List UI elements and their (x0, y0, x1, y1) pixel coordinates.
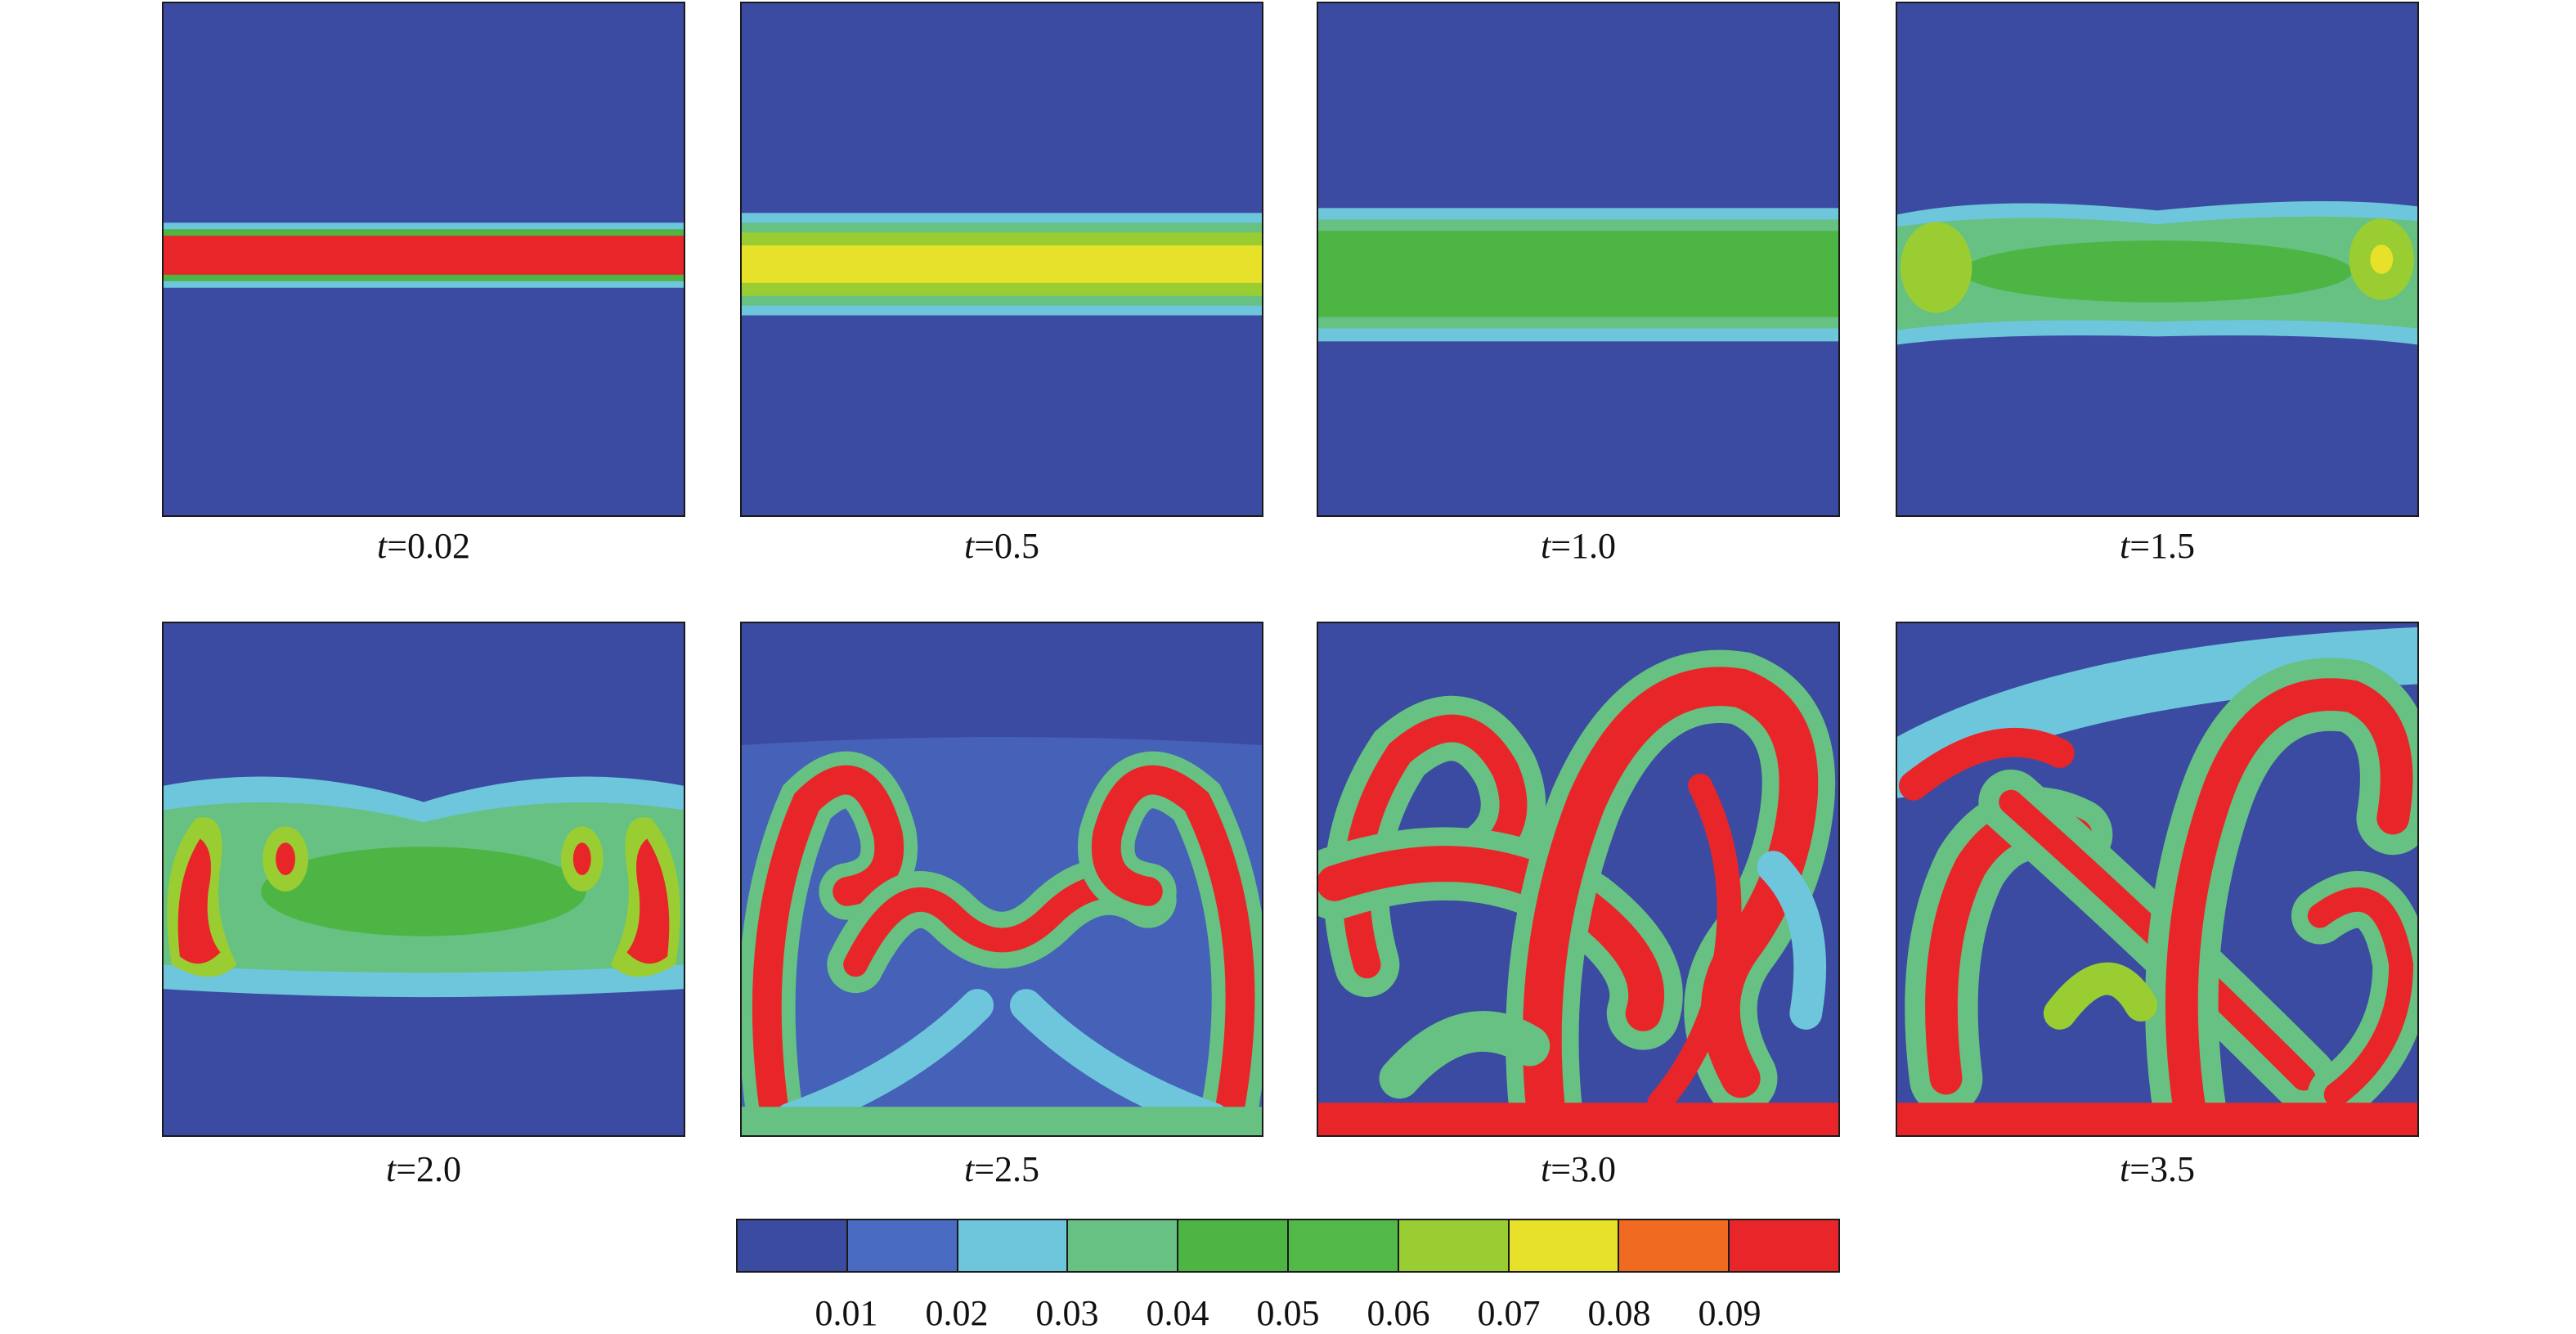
time-label-t-3-0: t=3.0 (1540, 1149, 1617, 1189)
colorbar-segment (1288, 1220, 1399, 1271)
colorbar-tick-label: 0.04 (1146, 1293, 1209, 1333)
colorbar-tick-label: 0.02 (925, 1293, 989, 1333)
time-label-t-1-5: t=1.5 (2119, 526, 2196, 566)
colorbar-segment (1509, 1220, 1620, 1271)
colorbar-segment (738, 1220, 848, 1271)
time-label-t-3-5: t=3.5 (2119, 1149, 2196, 1189)
time-label-t-2-0: t=2.0 (385, 1149, 462, 1189)
colorbar-tick-label: 0.08 (1587, 1293, 1651, 1333)
contour-panel-t-1-0 (1317, 2, 1840, 517)
colorbar-tick-label: 0.05 (1256, 1293, 1320, 1333)
contour-panel-t-2-0 (162, 622, 685, 1137)
colorbar-tick-label: 0.01 (815, 1293, 878, 1333)
colorbar-tick-label: 0.03 (1035, 1293, 1099, 1333)
contour-panel-t-3-5 (1896, 622, 2419, 1137)
colorbar-segment (1619, 1220, 1730, 1271)
contour-panel-t-1-5 (1896, 2, 2419, 517)
colorbar-segment (958, 1220, 1069, 1271)
time-label-t-2-5: t=2.5 (963, 1149, 1040, 1189)
colorbar-tick-label: 0.06 (1367, 1293, 1430, 1333)
colorbar-segment (1068, 1220, 1179, 1271)
contour-panel-t-0-5 (740, 2, 1263, 517)
time-label-t-1-0: t=1.0 (1540, 526, 1617, 566)
colorbar-tick-label: 0.09 (1698, 1293, 1761, 1333)
contour-panel-t-3-0 (1317, 622, 1840, 1137)
colorbar-segment (1178, 1220, 1289, 1271)
colorbar-segment (1398, 1220, 1510, 1271)
colorbar-segment (847, 1220, 958, 1271)
colorbar (736, 1219, 1840, 1273)
time-label-t-0-5: t=0.5 (963, 526, 1040, 566)
colorbar-segment (1730, 1220, 1838, 1271)
contour-panel-t-2-5 (740, 622, 1263, 1137)
contour-panel-t-0-02 (162, 2, 685, 517)
time-label-t-0-02: t=0.02 (376, 526, 471, 566)
colorbar-tick-label: 0.07 (1477, 1293, 1541, 1333)
